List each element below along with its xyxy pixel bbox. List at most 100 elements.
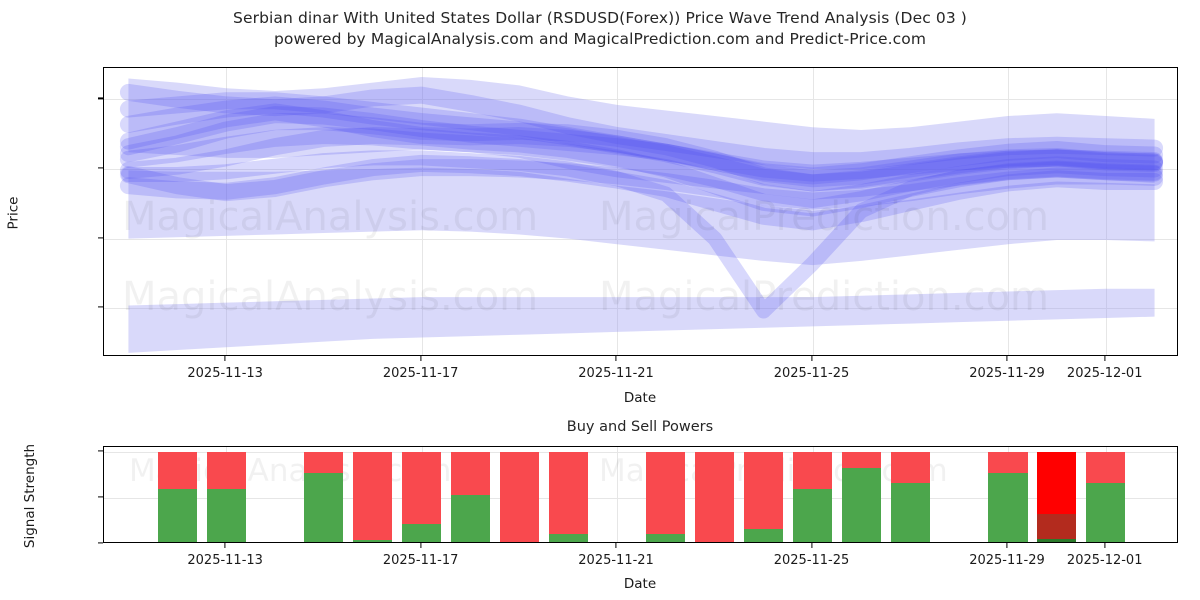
signal-xtick-label: 2025-11-21: [578, 553, 654, 568]
price-gridline-v: [1007, 68, 1009, 355]
signal-bar-sell: [646, 451, 686, 534]
signal-panel-title: Buy and Sell Powers: [566, 419, 714, 435]
signal-bar-sell: [402, 451, 442, 524]
signal-bar-buy: [304, 472, 344, 542]
signal-x-axis-label: Date: [623, 576, 657, 592]
signal-gridline-h: [104, 451, 1177, 453]
signal-bar-buy: [1086, 483, 1126, 542]
signal-bar-sell: [304, 451, 344, 473]
signal-bar-sell: [450, 451, 490, 496]
price-gridline-h: [104, 99, 1177, 101]
signal-bar-sell: [792, 451, 833, 489]
price-wave-bands: [119, 77, 1164, 353]
signal-bar-sell: [695, 451, 735, 542]
signal-bar-sell: [744, 451, 784, 530]
signal-bar-buy: [157, 488, 197, 542]
signal-bar-buy: [450, 495, 490, 542]
price-gridline-v: [1105, 68, 1107, 355]
signal-xtick-mark: [615, 543, 617, 548]
price-band-upper-envelope-band: [128, 77, 1155, 200]
price-gridline-h: [104, 238, 1177, 240]
price-wave-line-wave-3: [119, 159, 1164, 210]
signal-bar-sell: [841, 451, 881, 469]
price-plot-area: MagicalAnalysis.com MagicalPrediction.co…: [103, 67, 1178, 356]
price-wave-line-wave-1: [119, 83, 1164, 170]
signal-xtick-mark: [810, 543, 813, 548]
price-wave-line-wave-5: [119, 154, 1164, 231]
title-line-2: powered by MagicalAnalysis.com and Magic…: [273, 30, 927, 48]
price-xtick-mark: [224, 356, 226, 361]
signal-bar-sell: [890, 451, 930, 484]
signal-plot-area: MagicalAnalysis.com MagicalPrediction.co…: [103, 446, 1178, 543]
signal-bar-buy: [646, 533, 686, 542]
price-xtick-label: 2025-11-21: [578, 366, 654, 381]
price-band-middle-envelope-band: [128, 167, 1155, 266]
signal-xtick-label: 2025-12-01: [1066, 553, 1143, 568]
price-gridline-h: [104, 308, 1177, 310]
signal-bar-buy: [1037, 539, 1077, 542]
price-ytick-mark: [98, 97, 103, 99]
signal-bar-buy: [402, 523, 442, 542]
price-xtick-mark: [615, 356, 617, 361]
signal-bar-sell: [1037, 451, 1077, 514]
price-x-axis-label: Date: [623, 390, 657, 406]
signal-xtick-label: 2025-11-25: [773, 553, 850, 568]
title-line-1: Serbian dinar With United States Dollar …: [233, 9, 967, 27]
price-wave-line-wave-2: [119, 106, 1164, 182]
page-title: Serbian dinar With United States Dollar …: [0, 8, 1200, 50]
price-wave-line-wave-6: [119, 113, 1164, 192]
signal-ytick-mark: [98, 496, 103, 498]
price-wave-line-wave-8: [119, 96, 1164, 192]
signal-xtick-mark: [1104, 543, 1106, 548]
signal-bar-sell: [206, 451, 246, 489]
signal-bar-sell: [499, 451, 539, 542]
price-gridline-v: [226, 68, 228, 355]
price-xtick-label: 2025-12-01: [1066, 366, 1143, 381]
signal-bar-sell: [548, 451, 588, 534]
signal-bar-sell: [157, 451, 197, 489]
signal-bar-buy: [841, 468, 881, 542]
signal-bar-buy: [744, 529, 784, 542]
signal-xtick-mark: [1006, 543, 1008, 548]
signal-xtick-label: 2025-11-17: [382, 553, 459, 568]
signal-xtick-mark: [420, 543, 422, 548]
price-xtick-label: 2025-11-13: [187, 366, 263, 381]
signal-bar-buy: [548, 533, 588, 542]
price-ytick-mark: [98, 237, 103, 239]
price-gridline-v: [617, 68, 619, 355]
price-wave-line-dip-spike: [120, 150, 1163, 319]
signal-bar-sell: [1086, 451, 1126, 484]
signal-bar-sell: [988, 451, 1028, 473]
signal-bar-buy: [206, 488, 246, 542]
price-xtick-mark: [1104, 356, 1106, 361]
price-ytick-mark: [98, 167, 103, 169]
price-xtick-label: 2025-11-29: [969, 366, 1045, 381]
signal-xtick-label: 2025-11-13: [187, 553, 263, 568]
price-xtick-mark: [1006, 356, 1008, 361]
signal-bar-buy: [890, 483, 930, 542]
price-wave-line-wave-7: [119, 127, 1164, 217]
signal-xtick-label: 2025-11-29: [969, 553, 1045, 568]
price-gridline-v: [421, 68, 423, 355]
price-xtick-mark: [420, 356, 422, 361]
signal-bar-buy: [792, 488, 833, 542]
price-xtick-label: 2025-11-25: [773, 366, 850, 381]
price-gridline-v: [812, 68, 814, 355]
price-wave-line-wave-10: [119, 92, 1164, 185]
signal-gridline-v: [617, 447, 619, 542]
signal-gridline-h: [104, 497, 1177, 499]
signal-bar-sell: [353, 451, 393, 541]
price-xtick-label: 2025-11-17: [382, 366, 459, 381]
signal-ytick-mark: [98, 450, 103, 452]
price-xtick-mark: [810, 356, 813, 361]
signal-bar-buy: [988, 472, 1028, 542]
price-wave-line-wave-4: [119, 103, 1164, 188]
price-y-axis-label: Price: [5, 196, 22, 230]
price-gridline-h: [104, 168, 1177, 170]
price-wave-line-wave-9: [119, 127, 1164, 209]
signal-ytick-mark: [98, 542, 103, 544]
signal-bar-sell-dark: [1037, 513, 1077, 540]
price-ytick-mark: [98, 306, 103, 308]
price-band-lower-envelope-band: [128, 288, 1155, 353]
